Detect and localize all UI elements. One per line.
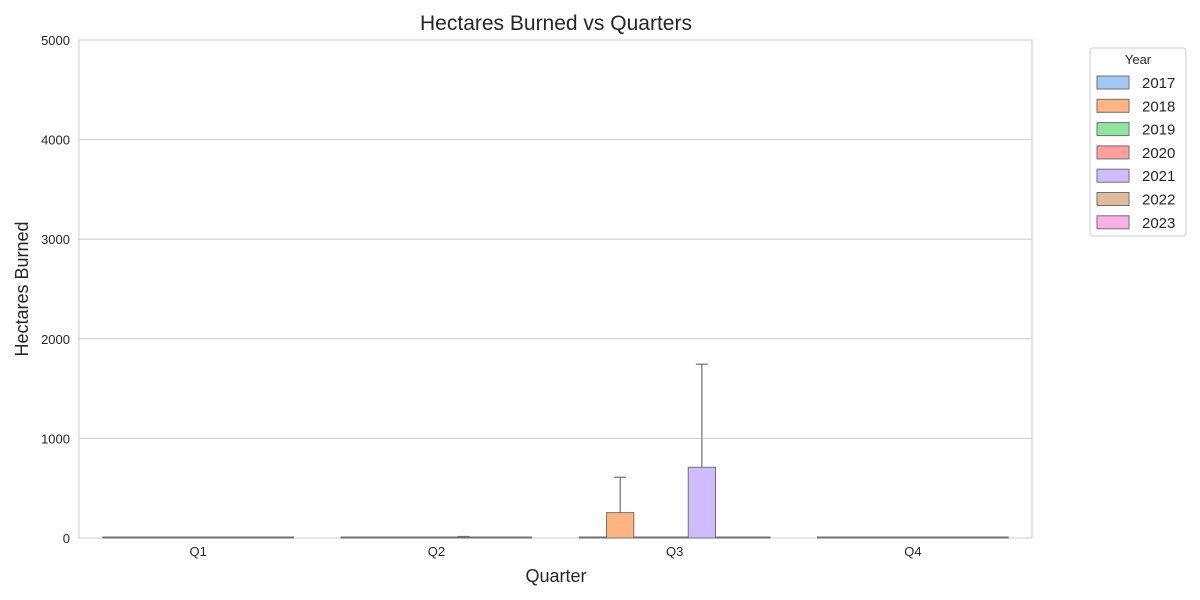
legend-swatch bbox=[1096, 122, 1130, 137]
legend-swatch bbox=[1096, 215, 1130, 230]
legend-label: 2019 bbox=[1142, 122, 1175, 139]
legend-swatch bbox=[1096, 98, 1130, 113]
bars bbox=[102, 363, 1009, 539]
legend-swatch bbox=[1096, 168, 1130, 183]
x-tick-label: Q2 bbox=[428, 544, 445, 559]
x-tick-label: Q3 bbox=[666, 544, 683, 559]
bar bbox=[980, 536, 1009, 539]
bar bbox=[129, 536, 158, 539]
legend-label: 2018 bbox=[1142, 98, 1175, 115]
x-axis-label: Quarter bbox=[525, 566, 586, 586]
bar bbox=[742, 536, 771, 539]
y-tick-label: 1000 bbox=[41, 431, 70, 446]
bar bbox=[265, 536, 294, 539]
bar bbox=[660, 536, 689, 539]
bar bbox=[714, 536, 744, 539]
legend-label: 2021 bbox=[1142, 168, 1175, 185]
y-tick-label: 4000 bbox=[41, 133, 70, 148]
bar bbox=[156, 536, 186, 539]
y-tick-label: 3000 bbox=[41, 232, 70, 247]
bar bbox=[898, 536, 927, 539]
bar bbox=[184, 536, 213, 539]
bar bbox=[817, 536, 846, 539]
bar bbox=[367, 536, 397, 539]
bar bbox=[340, 536, 369, 539]
bar bbox=[578, 536, 608, 539]
bar bbox=[102, 536, 131, 539]
grid-lines bbox=[79, 39, 1032, 539]
y-tick-label: 5000 bbox=[41, 33, 70, 48]
legend: Year 2017 2018 2019 2020 2021 2022 2023 bbox=[1089, 47, 1187, 237]
x-tick-label: Q4 bbox=[904, 544, 921, 559]
bar bbox=[871, 536, 900, 539]
bar bbox=[449, 536, 478, 539]
bar bbox=[238, 536, 267, 539]
chart-title: Hectares Burned vs Quarters bbox=[420, 12, 692, 35]
x-tick-label: Q1 bbox=[189, 544, 206, 559]
legend-swatch bbox=[1096, 145, 1130, 160]
bar bbox=[953, 536, 982, 539]
legend-swatch bbox=[1096, 75, 1130, 90]
legend-title: Year bbox=[1125, 52, 1152, 67]
bar bbox=[211, 536, 240, 539]
bar bbox=[606, 512, 635, 539]
y-tick-label: 0 bbox=[63, 531, 70, 546]
bar bbox=[395, 536, 424, 539]
bar bbox=[925, 536, 955, 539]
bar bbox=[633, 536, 662, 539]
y-tick-label: 2000 bbox=[41, 332, 70, 347]
legend-label: 2017 bbox=[1142, 75, 1175, 92]
bar bbox=[422, 536, 451, 539]
legend-label: 2023 bbox=[1142, 215, 1175, 232]
legend-label: 2020 bbox=[1142, 145, 1175, 162]
bar bbox=[844, 536, 873, 539]
legend-swatch bbox=[1096, 192, 1130, 206]
legend-label: 2022 bbox=[1142, 192, 1175, 209]
bar bbox=[687, 466, 716, 539]
y-axis-label: Hectares Burned bbox=[12, 221, 32, 356]
plot-frame bbox=[78, 39, 1033, 539]
tick-labels: 0 1000 2000 3000 4000 5000 Q1 Q2 Q3 Q4 bbox=[41, 33, 921, 559]
bar bbox=[476, 536, 505, 539]
legend-frame bbox=[1089, 47, 1187, 237]
bar bbox=[503, 536, 533, 539]
